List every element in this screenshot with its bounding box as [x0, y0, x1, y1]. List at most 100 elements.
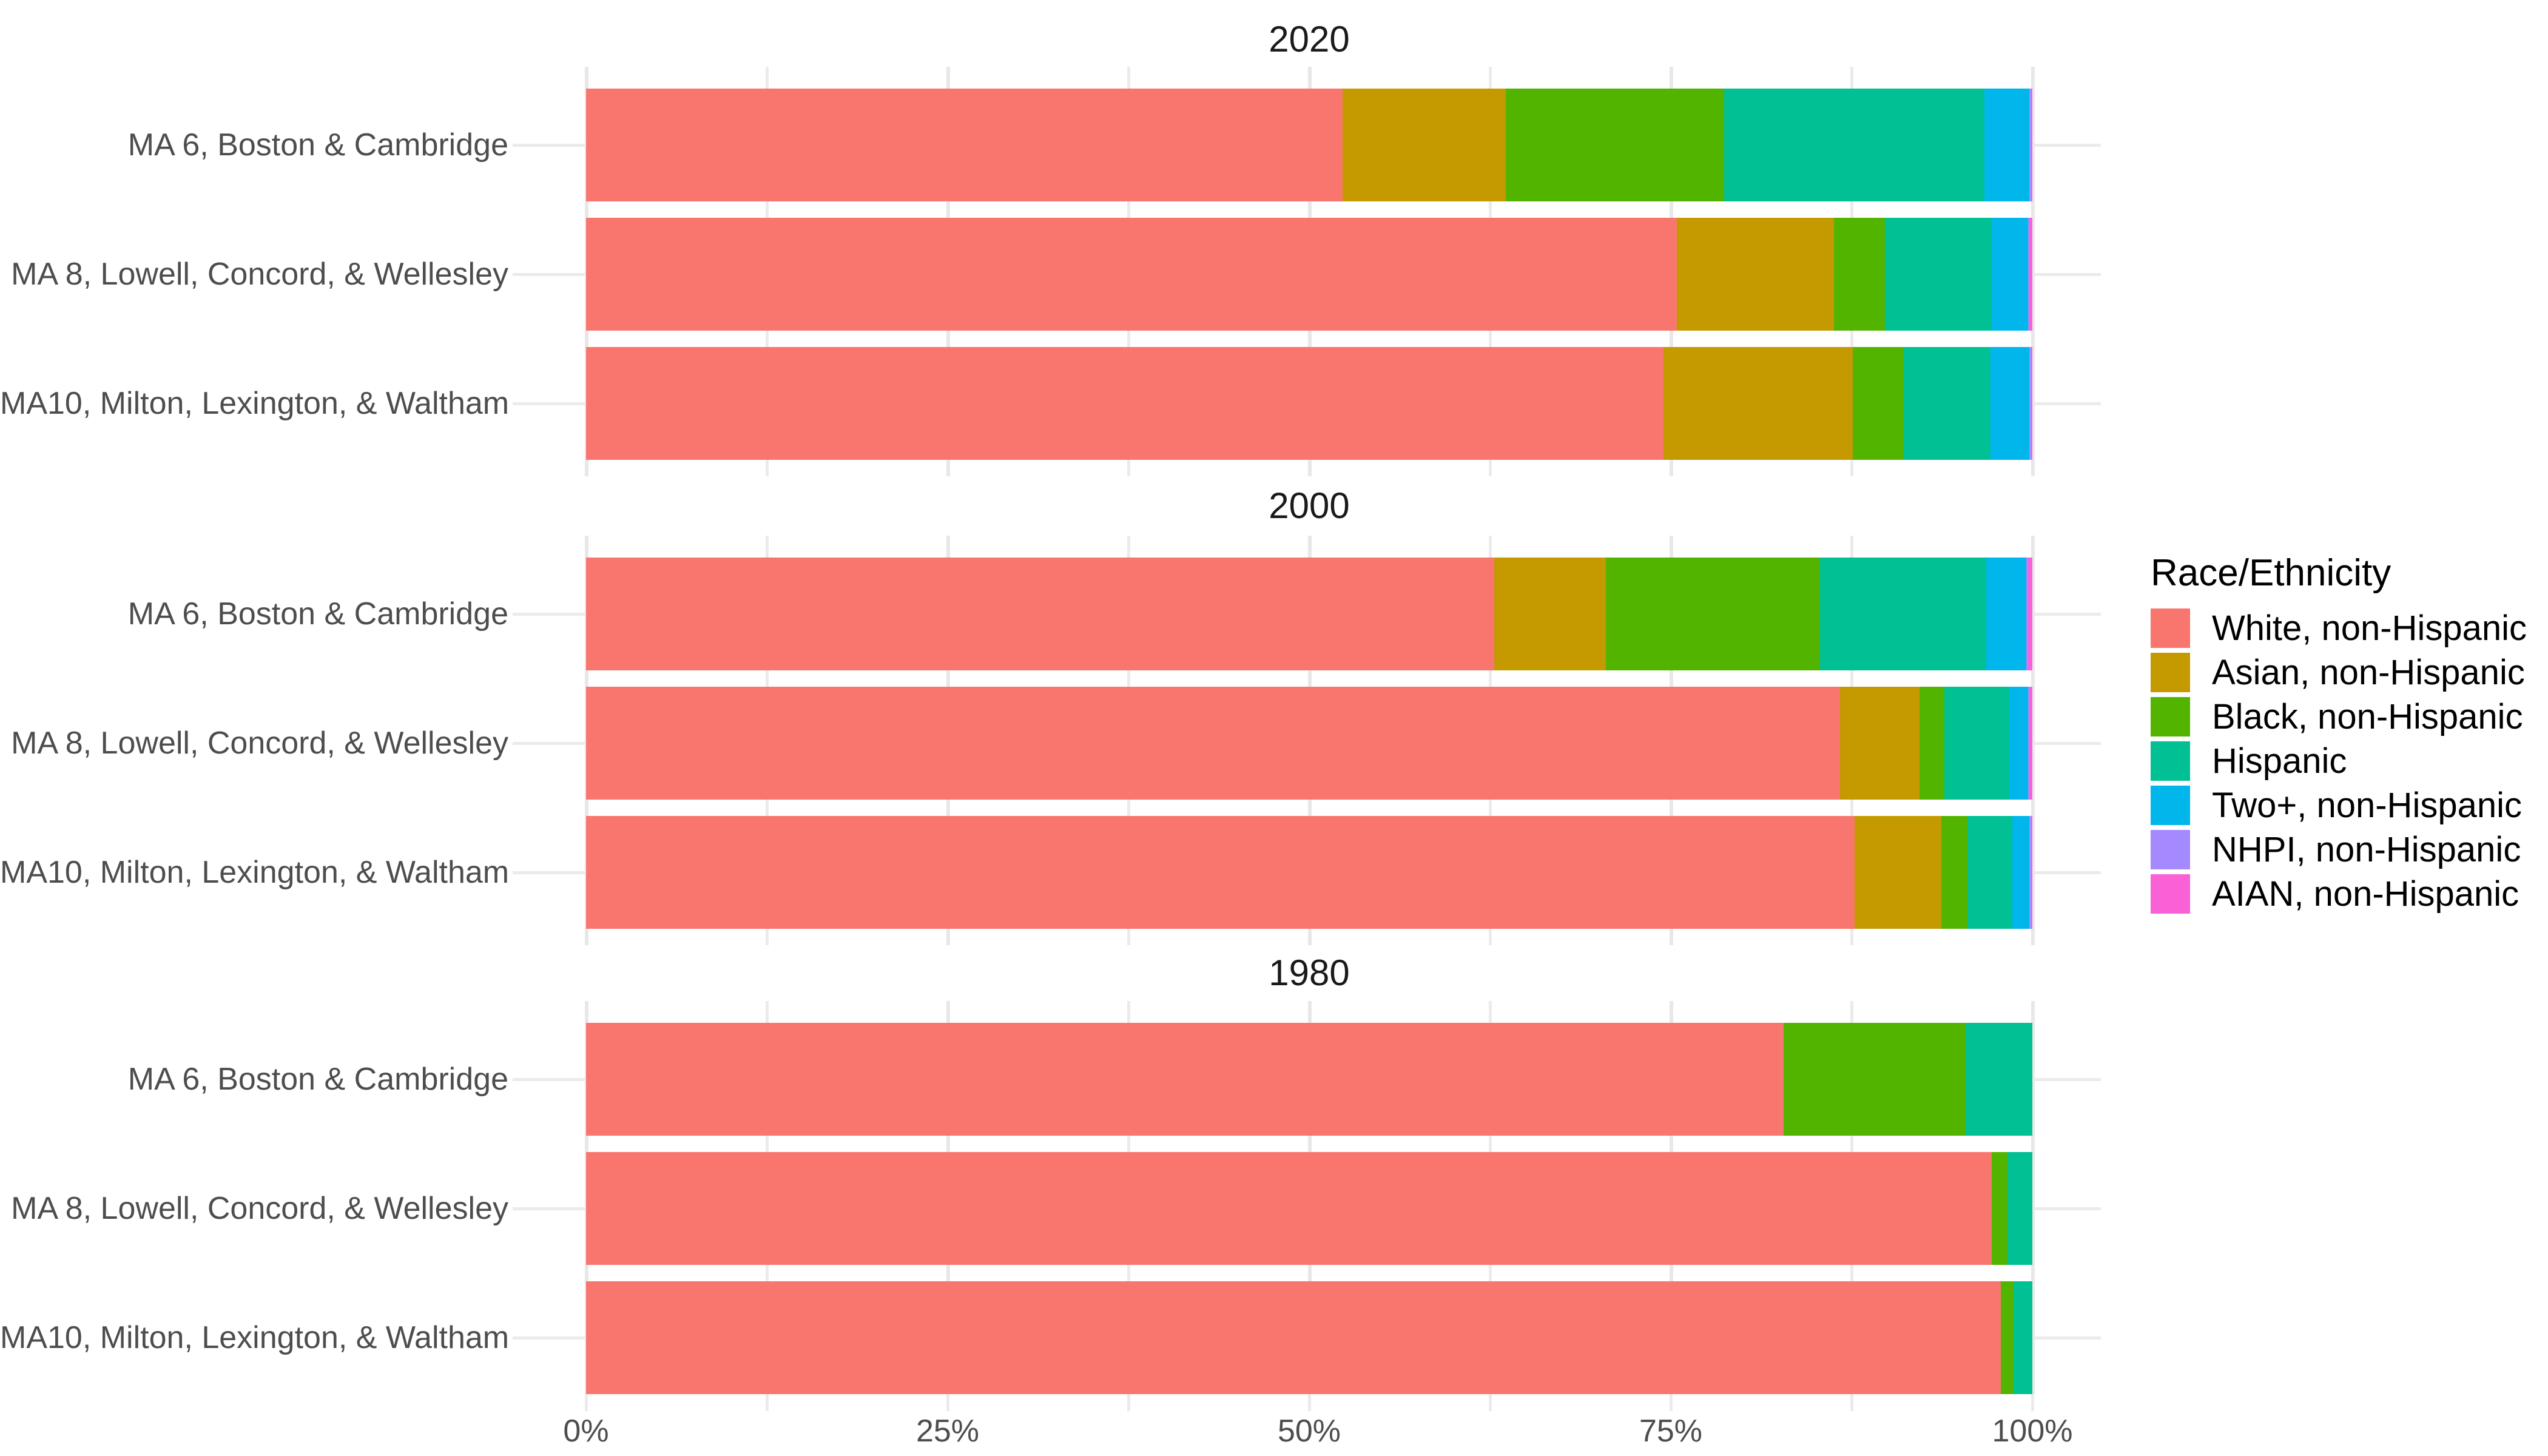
bar-row — [586, 89, 2032, 201]
bar-segment — [586, 558, 1495, 670]
bar-segment — [1819, 558, 1986, 670]
legend-item-label: Asian, non-Hispanic — [2212, 653, 2525, 692]
y-tick-right — [2034, 871, 2101, 874]
y-axis-label: MA 6, Boston & Cambridge — [127, 1062, 508, 1097]
bar-segment — [2026, 558, 2028, 670]
bar-row — [586, 558, 2032, 670]
gridline — [2031, 1001, 2035, 1394]
bar-segment — [1992, 1152, 2008, 1265]
bar-segment — [1494, 558, 1606, 670]
bar-segment — [586, 89, 1343, 201]
legend-item: NHPI, non-Hispanic — [2151, 830, 2527, 869]
bar-segment — [1783, 1023, 1966, 1136]
bar-segment — [1984, 89, 2030, 201]
bar-row — [586, 687, 2032, 800]
x-tick — [946, 1394, 949, 1411]
bar-segment — [1342, 89, 1506, 201]
bar-segment — [2009, 687, 2028, 800]
legend: Race/Ethnicity White, non-Hispanic Asian,… — [2151, 549, 2527, 918]
facet-title-2000: 2000 — [1269, 485, 1350, 526]
bar-segment — [586, 218, 1677, 331]
bar-segment — [586, 347, 1664, 460]
bar-segment — [1724, 89, 1985, 201]
bar-segment — [1986, 558, 2027, 670]
bar-segment — [2027, 218, 2030, 331]
legend-item: White, non-Hispanic — [2151, 608, 2527, 648]
x-tick — [1488, 1394, 1492, 1411]
bar-segment — [1854, 816, 1941, 929]
bar-segment — [1834, 218, 1885, 331]
bar-segment — [1944, 687, 2009, 800]
legend-swatch — [2151, 741, 2190, 781]
x-tick — [1669, 1394, 1673, 1411]
y-tick-left — [513, 143, 586, 147]
y-tick-right — [2034, 612, 2101, 616]
bar-segment — [2029, 347, 2031, 460]
bar-segment — [586, 687, 1840, 800]
bar-segment — [2014, 1281, 2032, 1394]
x-tick — [2031, 1394, 2034, 1411]
x-tick — [584, 1394, 588, 1411]
bar-segment — [1966, 1023, 2032, 1136]
bar-segment — [2027, 687, 2030, 800]
legend-swatch — [2151, 830, 2190, 869]
y-tick-left — [513, 272, 586, 276]
y-axis-label: MA 6, Boston & Cambridge — [127, 596, 508, 632]
y-tick-left — [513, 871, 586, 874]
legend-title: Race/Ethnicity — [2151, 552, 2391, 594]
y-axis-label: MA10, Milton, Lexington, & Waltham — [0, 855, 510, 890]
legend-item-label: NHPI, non-Hispanic — [2212, 830, 2521, 869]
y-tick-left — [513, 612, 586, 616]
legend-item: Black, non-Hispanic — [2151, 697, 2527, 736]
bar-segment — [586, 1152, 1992, 1265]
bar-segment — [2029, 816, 2031, 929]
legend-item-label: AIAN, non-Hispanic — [2212, 874, 2519, 914]
y-axis-label: MA 8, Lowell, Concord, & Wellesley — [11, 726, 508, 761]
bar-segment — [2027, 558, 2032, 670]
bar-segment — [1941, 816, 1967, 929]
y-tick-left — [513, 1207, 586, 1210]
x-axis-label: 100% — [1992, 1414, 2073, 1449]
legend-swatch — [2151, 697, 2190, 736]
legend-item: Asian, non-Hispanic — [2151, 653, 2527, 692]
y-tick-right — [2034, 402, 2101, 405]
x-axis-label: 50% — [1277, 1414, 1341, 1449]
legend-item-label: Black, non-Hispanic — [2212, 697, 2523, 736]
legend-swatch — [2151, 874, 2190, 914]
legend-items: White, non-Hispanic Asian, non-Hispanic Bl… — [2151, 608, 2527, 914]
bar-segment — [2031, 89, 2032, 201]
y-tick-left — [513, 1077, 586, 1081]
panel-grid-1980 — [584, 1001, 2035, 1394]
x-tick — [1307, 1394, 1311, 1411]
y-axis-label: MA 6, Boston & Cambridge — [127, 127, 508, 163]
legend-swatch — [2151, 786, 2190, 825]
panel-grid-2000 — [584, 536, 2035, 945]
y-tick-left — [513, 1336, 586, 1340]
bar-segment — [1605, 558, 1820, 670]
gridline — [2031, 536, 2035, 945]
legend-item-label: Two+, non-Hispanic — [2212, 786, 2522, 825]
y-axis-label: MA 8, Lowell, Concord, & Wellesley — [11, 257, 508, 292]
x-axis-label: 75% — [1639, 1414, 1703, 1449]
legend-item: AIAN, non-Hispanic — [2151, 874, 2527, 914]
x-tick — [1127, 1394, 1130, 1411]
x-tick — [1850, 1394, 1853, 1411]
bar-segment — [1506, 89, 1725, 201]
x-tick — [765, 1394, 769, 1411]
bar-segment — [1853, 347, 1904, 460]
bar-segment — [1839, 687, 1920, 800]
x-axis-label: 0% — [563, 1414, 609, 1449]
bar-segment — [2029, 89, 2031, 201]
bar-segment — [1967, 816, 2012, 929]
bar-segment — [586, 1281, 2001, 1394]
y-tick-right — [2034, 1336, 2101, 1340]
legend-item-label: White, non-Hispanic — [2212, 608, 2527, 648]
bar-row — [586, 1023, 2032, 1136]
y-tick-right — [2034, 741, 2101, 745]
y-tick-right — [2034, 1077, 2101, 1081]
legend-item: Two+, non-Hispanic — [2151, 786, 2527, 825]
bar-segment — [586, 1023, 1784, 1136]
bar-segment — [1990, 347, 2030, 460]
y-axis-label: MA10, Milton, Lexington, & Waltham — [0, 386, 510, 421]
bar-segment — [586, 816, 1855, 929]
